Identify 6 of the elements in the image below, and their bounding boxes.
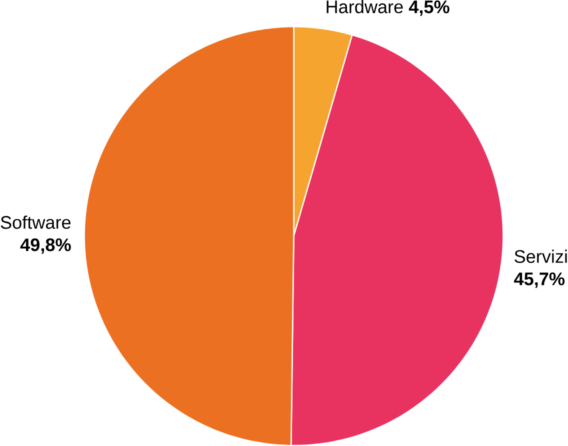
data-label: 49,8%	[20, 238, 71, 254]
slice-label: Servizi	[514, 250, 567, 263]
slice-label: Hardware	[326, 0, 403, 14]
data-label: 45,7%	[514, 272, 565, 288]
data-label: 4,5%	[408, 0, 450, 16]
slice-label: Software	[0, 216, 71, 229]
